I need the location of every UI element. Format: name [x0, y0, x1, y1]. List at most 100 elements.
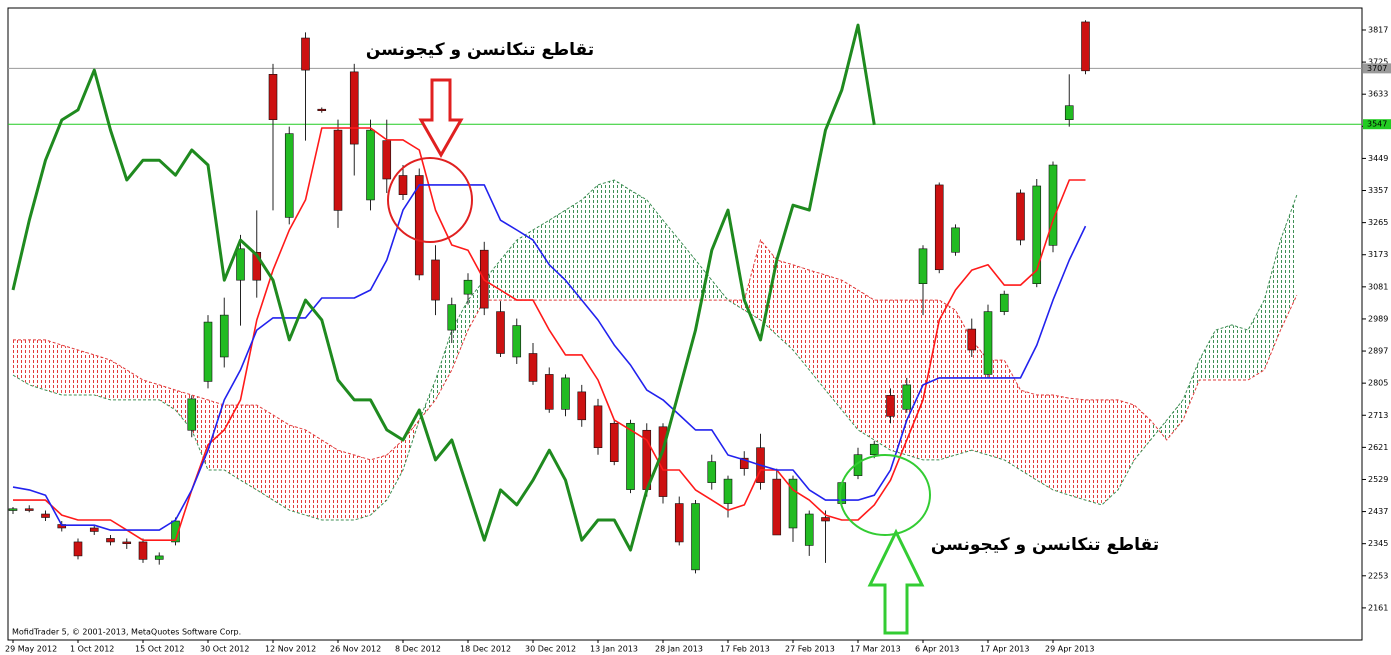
- cloud-segment: [841, 280, 858, 430]
- cloud-segment: [45, 339, 62, 396]
- cloud-segment: [289, 425, 306, 516]
- cloud-segment: [143, 380, 160, 400]
- x-tick-label: 30 Oct 2012: [200, 645, 249, 654]
- y-tick-label: 2345: [1368, 539, 1388, 548]
- candle-body: [788, 478, 798, 529]
- candle-body: [41, 513, 50, 518]
- candle-body: [577, 391, 587, 421]
- y-tick-label: 2713: [1368, 411, 1388, 420]
- arrow-down: [418, 78, 464, 159]
- candle-body: [284, 133, 294, 218]
- cross-circle-red: [387, 157, 473, 243]
- cloud-segment: [923, 300, 940, 460]
- candle-body: [626, 422, 635, 490]
- candle-body: [89, 527, 99, 532]
- cloud-segment: [598, 180, 615, 301]
- x-tick-label: 17 Mar 2013: [850, 645, 901, 654]
- x-tick-label: 17 Feb 2013: [720, 645, 770, 654]
- cloud-segment: [273, 414, 290, 511]
- cloud-segment: [906, 300, 923, 460]
- candle-body: [886, 395, 895, 417]
- x-tick-label: 15 Oct 2012: [135, 645, 184, 654]
- cloud-segment: [565, 199, 582, 301]
- x-tick-label: 18 Dec 2012: [460, 645, 511, 654]
- candle-body: [203, 321, 213, 382]
- x-tick-label: 6 Apr 2013: [915, 645, 959, 654]
- candle-body: [138, 541, 148, 560]
- cloud-segment: [1004, 360, 1021, 471]
- price-label: 3547: [1367, 120, 1387, 129]
- cloud-segment: [825, 274, 842, 411]
- cloud-segment: [126, 369, 143, 400]
- cloud-segment: [240, 405, 257, 490]
- cloud-segment: [1053, 395, 1070, 496]
- cloud-segment: [1036, 395, 1053, 490]
- cloud-segment: [646, 199, 663, 301]
- candle-body: [317, 108, 327, 112]
- candle-body: [447, 304, 457, 331]
- annotation: تقاطع تنکانسن و کیجونسن: [931, 535, 1159, 555]
- cloud-segment: [1264, 240, 1281, 370]
- cloud-segment: [988, 360, 1005, 460]
- candle-body: [902, 384, 912, 410]
- cloud-segment: [435, 330, 452, 400]
- candle-body: [674, 503, 684, 543]
- annotation: تقاطع تنکانسن و کیجونسن: [366, 40, 594, 60]
- x-tick-label: 8 Dec 2012: [395, 645, 441, 654]
- candle-body: [561, 377, 570, 410]
- y-tick-label: 2161: [1368, 603, 1388, 612]
- cloud-segment: [354, 455, 371, 520]
- y-tick-label: 3449: [1368, 154, 1388, 163]
- x-tick-label: 28 Jan 2013: [655, 645, 703, 654]
- candle-body: [1048, 164, 1058, 246]
- x-tick-label: 13 Jan 2013: [590, 645, 638, 654]
- candle-body: [154, 555, 164, 560]
- candle-body: [382, 140, 392, 180]
- candle-body: [999, 293, 1009, 312]
- cloud-segment: [386, 440, 403, 501]
- cloud-segment: [1199, 330, 1216, 381]
- plot-frame: [7, 7, 1363, 641]
- cloud-segment: [256, 405, 273, 501]
- y-tick-label: 3633: [1368, 90, 1388, 99]
- cloud-segment: [1215, 324, 1232, 381]
- senkou-span-b: [13, 239, 1298, 461]
- cloud-segment: [809, 270, 826, 391]
- candle-body: [171, 520, 180, 543]
- cloud-segment: [874, 300, 891, 451]
- cloud-segment: [614, 180, 631, 301]
- y-tick-label: 2437: [1368, 507, 1388, 516]
- indicator-line: [11, 23, 876, 552]
- cloud-segment: [776, 259, 793, 350]
- cloud-segment: [744, 240, 761, 320]
- candle-body: [398, 175, 408, 196]
- candle-body: [983, 311, 993, 375]
- price-label: 3707: [1367, 64, 1387, 73]
- candle-body: [106, 538, 115, 543]
- price-label-box: [1363, 119, 1391, 130]
- cloud-segment: [630, 190, 647, 301]
- candle-body: [804, 513, 814, 546]
- cloud-segment: [1085, 399, 1102, 505]
- candle-body: [691, 503, 700, 571]
- candle-body: [951, 227, 960, 253]
- candle-body: [8, 508, 18, 511]
- candle-body: [73, 541, 83, 557]
- cloud-segment: [159, 384, 176, 411]
- cloud-segment: [94, 354, 111, 400]
- candle-body: [236, 248, 245, 281]
- candle-body: [609, 422, 619, 462]
- cloud-segment: [78, 349, 95, 396]
- candle-body: [463, 279, 473, 295]
- candle-body: [512, 325, 522, 358]
- candle-body: [1016, 192, 1025, 241]
- cloud-segment: [29, 339, 46, 391]
- cloud-segment: [451, 300, 468, 370]
- cloud-segment: [695, 259, 712, 301]
- candle-body: [1032, 185, 1042, 284]
- cloud-segment: [1183, 360, 1200, 421]
- candle-body: [366, 129, 375, 201]
- x-tick-label: 17 Apr 2013: [980, 645, 1029, 654]
- y-tick-label: 3081: [1368, 282, 1388, 291]
